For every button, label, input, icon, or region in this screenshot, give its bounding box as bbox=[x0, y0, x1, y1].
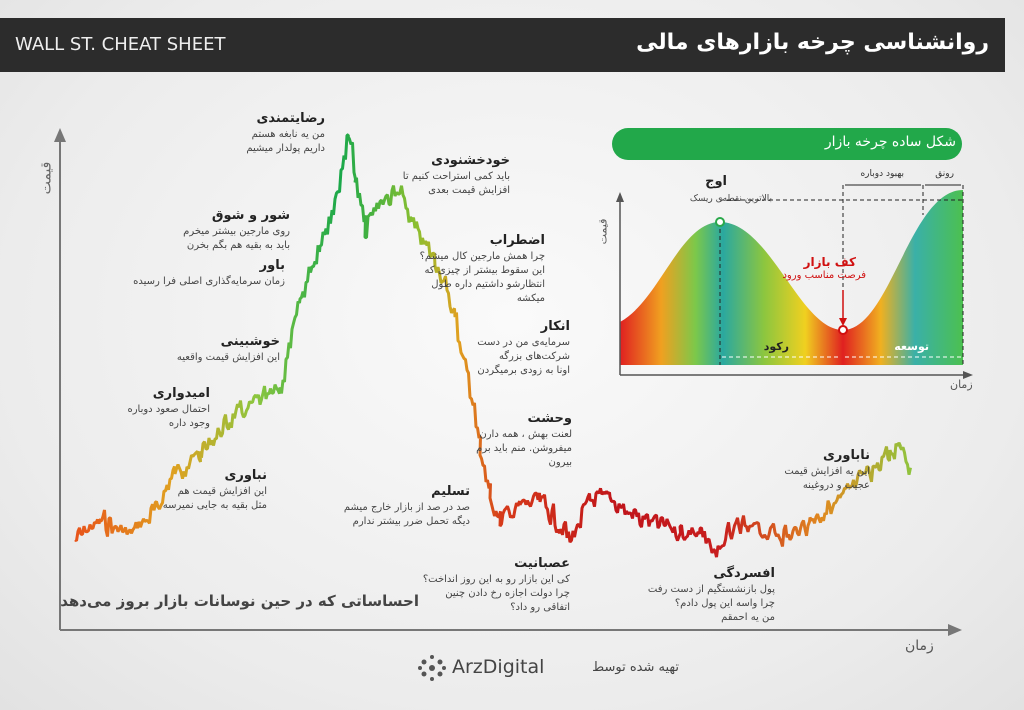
peak-label: اوج bbox=[705, 174, 727, 189]
stage-line: پول بازنشستگیم از دست رفت bbox=[647, 584, 775, 595]
stage-line: وجود داره bbox=[168, 418, 210, 429]
stage-line: اونا به زودی برمیگردن bbox=[477, 365, 570, 376]
bottom-label: کف بازار bbox=[803, 255, 856, 269]
stage: وحشت لعنت بهش ، همه دارن میفروشن. منم باید… bbox=[476, 410, 572, 470]
stage: انکار سرمایه‌ی من در دست شرکت‌های بزرگه اون… bbox=[477, 318, 570, 378]
stage-title: اضطراب bbox=[489, 233, 545, 248]
stage-line: لعنت بهش ، همه دارن bbox=[479, 429, 572, 440]
stage-title: عصبانیت bbox=[514, 556, 570, 571]
stage-title: افسردگی bbox=[713, 566, 775, 581]
stage-line: احتمال صعود دوباره bbox=[127, 404, 210, 415]
stage-line: دیگه تحمل ضرر بیشتر ندارم bbox=[352, 516, 470, 527]
bottom-arrow bbox=[839, 318, 847, 326]
x-label: زمان bbox=[905, 638, 934, 654]
inset-title-bg bbox=[612, 128, 962, 160]
price-line bbox=[74, 133, 912, 558]
stage: شور و شوق روی مارجین بیشتر میخرم باید به ب… bbox=[183, 207, 290, 253]
cycle-area bbox=[620, 190, 963, 365]
inset-y-arrow bbox=[616, 192, 624, 202]
y-label: قیمت bbox=[38, 161, 55, 195]
stage-line: من یه نابغه هستم bbox=[251, 129, 325, 140]
stage-line: صد در صد از بازار خارج میشم bbox=[343, 502, 470, 513]
inset-x-arrow bbox=[963, 371, 973, 379]
stage: تسلیم صد در صد از بازار خارج میشم دیگه تحم… bbox=[344, 483, 470, 529]
stage: افسردگی پول بازنشستگیم از دست رفت چرا واسه… bbox=[648, 565, 775, 625]
stage: خودخشنودی باید کمی استراحت کنیم تا افزایش … bbox=[403, 152, 510, 198]
stage-line: بیرون bbox=[548, 457, 573, 468]
stage-line: میکشه bbox=[516, 293, 545, 304]
stage-line: چرا دولت اجازه رخ دادن چنین bbox=[445, 588, 570, 599]
stage-line: این یه افزایش قیمت bbox=[784, 466, 870, 477]
bottom-dot bbox=[838, 325, 848, 335]
stage-line: سرمایه‌ی من در دست bbox=[477, 337, 570, 348]
boom-label: رونق bbox=[935, 169, 954, 179]
stage-line: میفروشن. منم باید برم bbox=[476, 443, 572, 454]
inset-x-label: زمان bbox=[950, 378, 973, 391]
stage: اضطراب چرا همش مارجین کال میشم؟ این سقوط ب… bbox=[420, 232, 545, 306]
stage-title: امیدواری bbox=[152, 386, 210, 401]
stage-line: شرکت‌های بزرگه bbox=[498, 351, 570, 362]
stage-line: داریم پولدار میشیم bbox=[246, 143, 325, 154]
stage-title: تسلیم bbox=[431, 484, 470, 499]
stage: باور زمان سرمایه‌گذاری اصلی فرا رسیده bbox=[133, 257, 285, 289]
stage-line: باید کمی استراحت کنیم تا bbox=[402, 171, 510, 182]
x-arrow bbox=[948, 624, 962, 636]
peak-dot bbox=[715, 217, 725, 227]
stage-line: عجیب و دروغینه bbox=[802, 480, 870, 491]
stage-line: چرا همش مارجین کال میشم؟ bbox=[419, 251, 545, 262]
peak-note: بالاترین نقطه‌ی ریسک bbox=[689, 194, 772, 204]
stage: امیدواری احتمال صعود دوباره وجود داره bbox=[127, 385, 210, 431]
page-title: روانشناسی چرخه بازارهای مالی bbox=[636, 30, 989, 55]
logo-text: ArzDigital bbox=[452, 656, 545, 678]
y-arrow bbox=[54, 128, 66, 142]
stage-line: من یه احمقم bbox=[721, 612, 775, 623]
stage-line: چرا واسه این پول دادم؟ bbox=[674, 598, 775, 609]
logo-icon bbox=[418, 655, 446, 681]
stage: عصبانیت کی این بازار رو به این روز انداخت… bbox=[423, 555, 570, 615]
stage-line: افزایش قیمت بعدی bbox=[428, 185, 510, 196]
header-bar bbox=[0, 18, 1005, 72]
stage-line: این افزایش قیمت واقعیه bbox=[176, 352, 280, 363]
stage: ناباوری این یه افزایش قیمت عجیب و دروغینه bbox=[784, 447, 870, 493]
recession-label: رکود bbox=[763, 340, 789, 353]
inset-title: شکل ساده چرخه بازار bbox=[824, 134, 956, 150]
stage-line: روی مارجین بیشتر میخرم bbox=[183, 226, 290, 237]
stage-title: وحشت bbox=[527, 411, 572, 426]
stage-title: رضایتمندی bbox=[256, 111, 325, 126]
brand: WALL ST. CHEAT SHEET bbox=[15, 34, 226, 55]
stage-title: انکار bbox=[540, 319, 570, 334]
bottom-note: فرصت مناسب ورود bbox=[782, 270, 866, 281]
stage-line: این افزایش قیمت هم bbox=[177, 486, 267, 497]
stage-title: خوشبینی bbox=[220, 334, 280, 349]
stage: رضایتمندی من یه نابغه هستم داریم پولدار می… bbox=[246, 110, 325, 156]
stage-title: باور bbox=[259, 258, 285, 273]
stage-title: نباوری bbox=[224, 468, 267, 483]
expansion-label: توسعه bbox=[894, 340, 929, 353]
stage-line: انتظارشو داشتیم داره طول bbox=[431, 279, 545, 290]
inset-y-label: قیمت bbox=[596, 218, 610, 245]
stage-title: خودخشنودی bbox=[431, 153, 510, 168]
stage-title: شور و شوق bbox=[211, 208, 290, 223]
stage-line: زمان سرمایه‌گذاری اصلی فرا رسیده bbox=[133, 276, 285, 287]
stage-title: ناباوری bbox=[822, 448, 870, 463]
stage-line: اتفاقی رو داد؟ bbox=[510, 602, 570, 613]
stage: خوشبینی این افزایش قیمت واقعیه bbox=[177, 333, 280, 365]
prepared-by: تهیه شده توسط bbox=[592, 660, 679, 675]
recovery-label: بهبود دوباره bbox=[860, 169, 904, 179]
stage-line: باید به بقیه هم بگم بخرن bbox=[186, 240, 290, 251]
caption: احساساتی که در حین نوسانات بازار بروز می… bbox=[60, 592, 419, 610]
stage-line: این سقوط بیشتر از چیزی که bbox=[424, 265, 545, 276]
stage: نباوری این افزایش قیمت هم مثل بقیه به جایی… bbox=[163, 467, 267, 513]
stage-line: کی این بازار رو به این روز انداخت؟ bbox=[422, 574, 570, 585]
stage-line: مثل بقیه به جایی نمیرسه bbox=[162, 500, 267, 511]
